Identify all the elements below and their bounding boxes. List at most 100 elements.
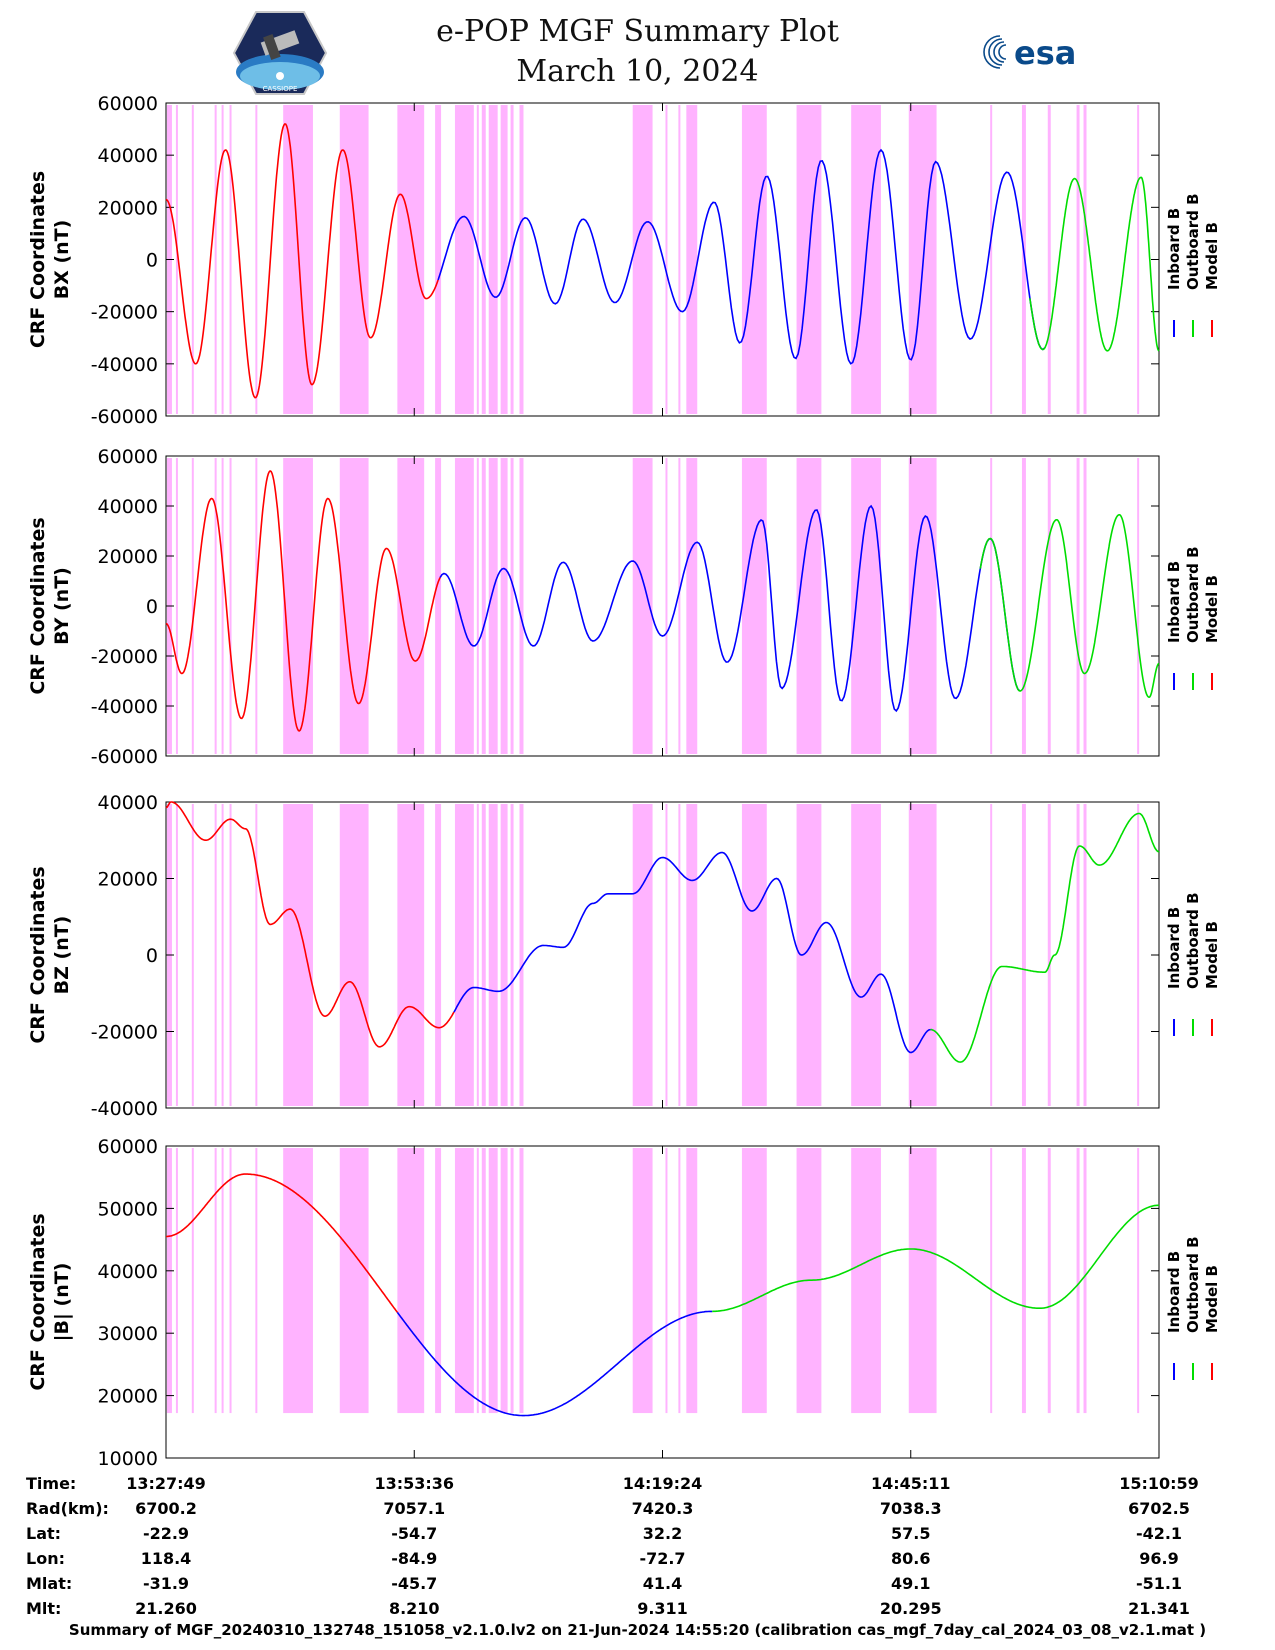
shaded-interval [229,804,232,1106]
shaded-interval [1021,105,1026,414]
shaded-interval [481,1148,486,1414]
series-line-model-b [165,123,439,399]
shaded-interval [1047,1148,1051,1414]
shaded-interval [500,458,508,754]
shaded-interval [678,458,681,754]
shaded-interval [166,1148,172,1414]
shaded-interval [481,458,486,754]
legend-label: Inboard B [1165,907,1183,989]
legend-label: Outboard B [1184,892,1202,989]
series-line-outboard-b [930,812,1160,1063]
shaded-interval [741,804,767,1106]
shaded-interval [221,105,224,414]
legend-label: Model B [1203,1265,1221,1333]
legend: Inboard B Outboard B Model B [1165,193,1221,337]
shaded-interval [519,804,524,1106]
shaded-interval [221,1148,224,1414]
shaded-interval [283,105,313,414]
legend: Inboard B Outboard B Model B [1165,546,1221,690]
shaded-interval [1083,1148,1087,1414]
y-tick-label: 40000 [98,145,158,167]
shaded-interval [1047,804,1051,1106]
shaded-interval [908,804,937,1106]
shaded-interval [229,1148,232,1414]
y-tick-label: 0 [146,945,158,967]
shaded-interval [339,804,369,1106]
shaded-interval [500,804,508,1106]
shaded-interval [175,1148,178,1414]
y-tick-label: 0 [146,250,158,272]
shaded-interval [1083,105,1087,414]
series-line-model-b [166,1173,399,1313]
shaded-interval [214,458,217,754]
legend: Inboard B Outboard B Model B [1165,1236,1221,1380]
shaded-interval [665,458,668,754]
y-tick-label: -40000 [91,1098,158,1120]
shaded-interval [283,458,313,754]
y-tick-label: -60000 [91,746,158,768]
y-tick-label: 60000 [98,446,158,468]
shaded-interval [632,1148,653,1414]
shaded-interval [990,1148,993,1414]
shaded-interval [741,105,767,414]
shaded-interval [500,1148,508,1414]
shaded-interval [435,458,442,754]
shaded-interval [397,804,425,1106]
legend-label: Model B [1203,575,1221,643]
shaded-interval [1021,804,1026,1106]
series-line-inboard-b [439,504,1021,713]
shaded-interval [175,458,178,754]
shaded-interval [435,105,442,414]
shaded-interval [191,105,194,414]
shaded-interval [519,105,524,414]
shaded-interval [454,1148,474,1414]
y-tick-label: 40000 [98,496,158,518]
panel-bmag: 10000 20000 30000 40000 50000 60000 CRF Coordi… [27,1136,1221,1470]
legend-label: Inboard B [1165,1251,1183,1333]
series-line-model-b [165,801,455,1048]
y-tick-label: 60000 [98,93,158,115]
shaded-interval [476,458,479,754]
plot-date: March 10, 2024 [516,54,759,89]
shaded-interval [510,458,514,754]
shaded-interval [632,105,653,414]
shaded-interval [686,1148,698,1414]
shaded-interval [796,458,822,754]
y-tick-label: 10000 [98,1448,158,1470]
shaded-interval [454,804,474,1106]
y-tick-label: 0 [146,596,158,618]
y-tick-label: 20000 [98,197,158,219]
shaded-interval [686,105,698,414]
shaded-interval [191,1148,194,1414]
esa-logo-text: esa [1014,34,1076,72]
shaded-interval [510,804,514,1106]
shaded-interval [191,804,194,1106]
shaded-interval [1083,804,1087,1106]
shaded-interval [1137,804,1140,1106]
legend-label: Inboard B [1165,208,1183,290]
y-tick-label: 50000 [98,1198,158,1220]
y-axis-label-line1: CRF Coordinates [27,171,49,348]
shaded-interval [665,1148,668,1414]
series-line-inboard-b [453,851,931,1054]
shaded-interval [229,105,232,414]
y-axis-label-line2: BZ (nT) [51,916,73,995]
shaded-interval [990,804,993,1106]
shaded-interval [632,804,653,1106]
legend-label: Inboard B [1165,561,1183,643]
shaded-interval [500,105,508,414]
shaded-interval [1137,1148,1140,1414]
shaded-interval [908,458,937,754]
y-axis-label-line1: CRF Coordinates [27,866,49,1043]
shaded-interval [397,1148,425,1414]
shaded-interval [397,105,425,414]
shaded-interval [1076,458,1080,754]
legend-label: Model B [1203,222,1221,290]
shaded-interval [435,1148,442,1414]
panel-bx: -60000 -40000 -20000 0 20000 40000 60000 CRF Co… [27,93,1221,428]
shaded-interval [678,105,681,414]
shaded-interval [476,804,479,1106]
shaded-interval [741,458,767,754]
legend-label: Outboard B [1184,193,1202,290]
shaded-interval [1076,105,1080,414]
